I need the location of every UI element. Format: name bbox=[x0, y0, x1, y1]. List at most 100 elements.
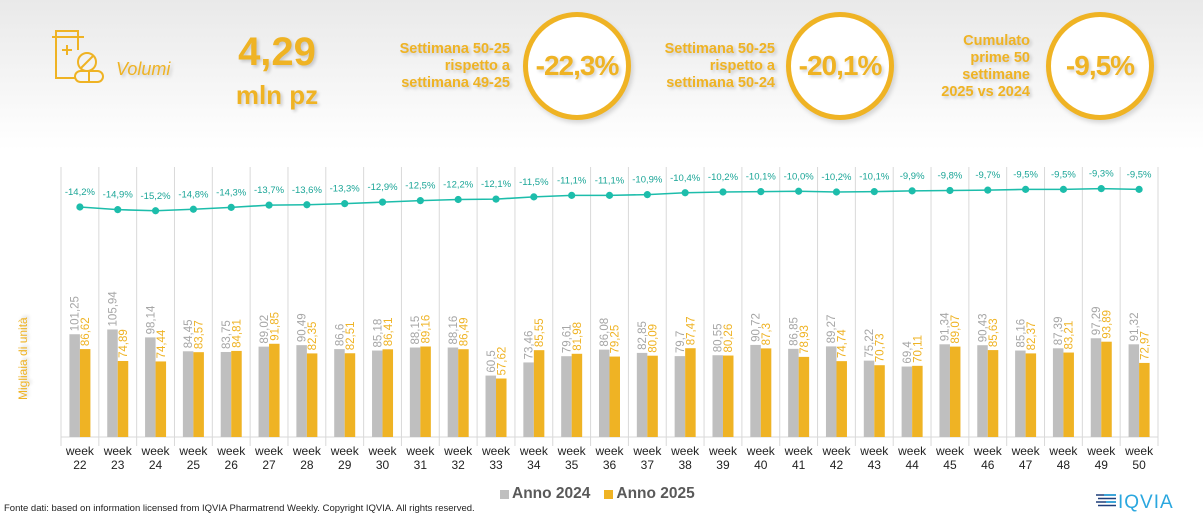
bar-value-label: 87,47 bbox=[685, 316, 697, 345]
bar-2025 bbox=[760, 348, 772, 437]
x-tick-label: 36 bbox=[603, 458, 617, 472]
bar-value-label: 73,46 bbox=[524, 331, 536, 360]
bar-2025 bbox=[458, 349, 469, 437]
x-tick-label: 32 bbox=[452, 458, 466, 472]
x-tick-label: 29 bbox=[338, 458, 352, 472]
bar-value-label: 70,11 bbox=[912, 335, 924, 363]
x-tick-label: 39 bbox=[716, 458, 730, 472]
cumulative-point bbox=[757, 188, 765, 196]
bar-value-label: 98,14 bbox=[145, 305, 157, 334]
bar-2025 bbox=[798, 356, 810, 437]
kpi-weekly-text: Settimana 50-25 rispetto a settimana 49-… bbox=[370, 41, 510, 92]
bar-2025 bbox=[949, 346, 961, 437]
legend-label-2024: Anno 2024 bbox=[512, 485, 591, 502]
legend-swatch-2024 bbox=[500, 489, 509, 499]
x-tick-label: 46 bbox=[981, 458, 995, 472]
cumulative-point bbox=[227, 203, 235, 211]
cumulative-point-label: -15,2% bbox=[141, 191, 172, 202]
x-tick-label: 23 bbox=[111, 458, 125, 472]
kpi-text-line: settimana 49-25 bbox=[401, 75, 510, 91]
x-tick-label: 43 bbox=[868, 458, 882, 472]
bar-2025 bbox=[231, 350, 242, 437]
bar-value-label: 85,63 bbox=[988, 318, 1000, 347]
kpi-cumulative-circle: -9,5% bbox=[1046, 12, 1154, 120]
bar-2024 bbox=[712, 355, 723, 437]
bar-value-label: 74,44 bbox=[156, 329, 168, 358]
cumulative-point bbox=[946, 186, 954, 195]
bar-2024 bbox=[1090, 338, 1102, 437]
cumulative-point-label: -9,5% bbox=[1051, 169, 1076, 180]
volume-unit: mln pz bbox=[235, 80, 319, 110]
bar-value-label: 84,45 bbox=[183, 320, 195, 349]
kpi-text-line: settimane bbox=[962, 67, 1030, 83]
bar-value-label: 97,29 bbox=[1091, 306, 1103, 335]
cumulative-point-label: -10,2% bbox=[821, 172, 852, 183]
bar-2024 bbox=[145, 337, 156, 437]
bar-value-label: 86,85 bbox=[788, 317, 800, 346]
bar-value-label: 89,07 bbox=[950, 315, 962, 344]
bar-value-label: 86,6 bbox=[334, 324, 346, 346]
x-tick-label: week bbox=[292, 444, 322, 458]
cumulative-point-label: -12,5% bbox=[405, 181, 436, 192]
x-tick-label: week bbox=[670, 444, 700, 458]
x-tick-label: week bbox=[254, 444, 284, 458]
cumulative-point-label: -12,2% bbox=[443, 180, 474, 191]
bar-2025 bbox=[306, 353, 318, 437]
x-tick-label: 40 bbox=[754, 458, 768, 472]
iqvia-logo: IQVIA bbox=[1096, 490, 1196, 517]
legend-item-2024: Anno 2024 bbox=[500, 485, 590, 503]
bar-2025 bbox=[1025, 353, 1037, 437]
x-tick-label: 31 bbox=[414, 458, 428, 472]
bar-2024 bbox=[939, 344, 950, 437]
bar-value-label: 89,02 bbox=[259, 315, 271, 344]
x-tick-label: week bbox=[1124, 444, 1154, 458]
cumulative-point-label: -14,3% bbox=[216, 187, 247, 198]
source-footer: Fonte dati: based on information license… bbox=[4, 503, 475, 514]
legend-swatch-2025 bbox=[604, 489, 614, 499]
x-tick-label: 30 bbox=[376, 458, 390, 472]
bar-value-label: 80,55 bbox=[713, 323, 725, 352]
bar-value-label: 78,93 bbox=[799, 325, 811, 354]
bar-2025 bbox=[647, 355, 658, 437]
bar-2024 bbox=[561, 356, 572, 437]
bar-2025 bbox=[155, 361, 167, 437]
x-tick-label: week bbox=[178, 444, 208, 458]
bar-value-label: 82,85 bbox=[637, 321, 649, 350]
x-tick-label: week bbox=[784, 444, 814, 458]
x-tick-label: week bbox=[557, 444, 587, 458]
cumulative-point-label: -10,9% bbox=[632, 175, 663, 186]
cumulative-point-label: -10,1% bbox=[746, 172, 777, 183]
bar-2025 bbox=[1063, 352, 1074, 437]
bar-2024 bbox=[863, 360, 875, 437]
cumulative-point-label: -14,8% bbox=[178, 189, 209, 200]
cumulative-point-label: -10,4% bbox=[670, 173, 701, 184]
x-tick-label: week bbox=[632, 444, 662, 458]
kpi-weekly-circle: -22,3% bbox=[523, 12, 631, 120]
x-tick-label: 28 bbox=[300, 458, 314, 472]
kpi-text-line: Settimana 50-25 bbox=[399, 41, 510, 57]
cumulative-point-label: -13,3% bbox=[330, 184, 361, 195]
x-tick-label: week bbox=[481, 444, 511, 458]
cumulative-point bbox=[719, 188, 727, 196]
bar-value-label: 83,75 bbox=[221, 320, 233, 349]
bar-2024 bbox=[107, 329, 118, 437]
bar-value-label: 81,98 bbox=[572, 322, 584, 351]
bar-value-label: 93,89 bbox=[1102, 310, 1114, 339]
grid-lines bbox=[60, 167, 1159, 446]
bar-2024 bbox=[977, 345, 988, 437]
cumulative-point-label: -11,1% bbox=[557, 175, 587, 186]
x-tick-label: 41 bbox=[792, 458, 806, 472]
cumulative-point-label: -13,6% bbox=[292, 185, 323, 196]
bar-2024 bbox=[334, 349, 345, 437]
x-tick-label: week bbox=[897, 444, 927, 458]
bar-value-label: 60,5 bbox=[486, 350, 498, 372]
x-tick-label: week bbox=[443, 444, 473, 458]
cumulative-point bbox=[454, 195, 462, 204]
cumulative-point bbox=[605, 191, 614, 199]
bar-2025 bbox=[344, 353, 356, 437]
cumulative-point bbox=[492, 195, 500, 203]
bar-2025 bbox=[1101, 341, 1112, 437]
bar-value-label: 88,15 bbox=[410, 316, 422, 345]
bar-2024 bbox=[1052, 348, 1064, 437]
bar-value-label: 91,34 bbox=[940, 312, 952, 341]
